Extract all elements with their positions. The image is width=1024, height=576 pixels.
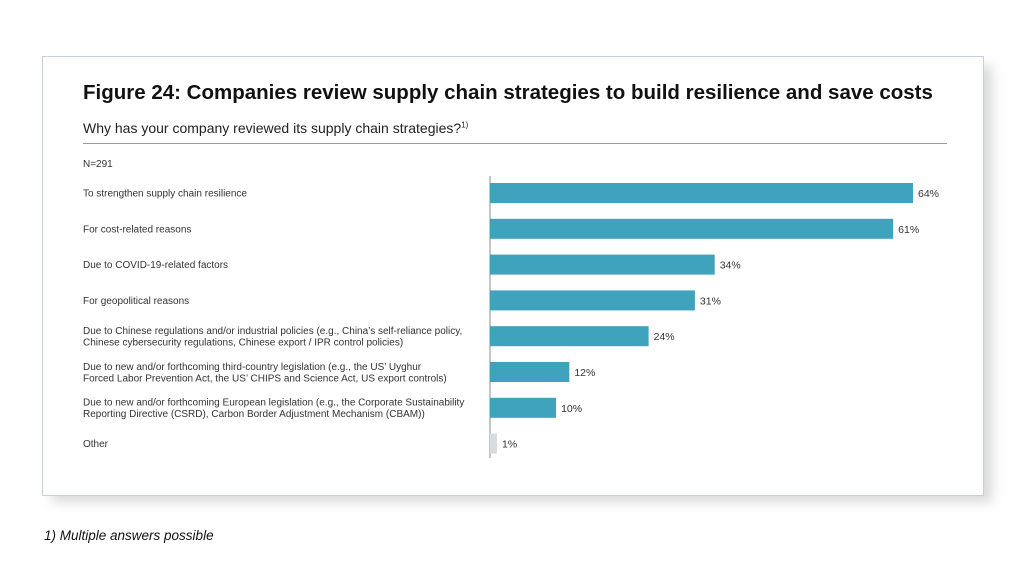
value-label-2: 61% <box>898 224 919 236</box>
bar-8 <box>490 433 497 454</box>
value-label-3: 34% <box>720 260 741 272</box>
category-label-4-line-1: For geopolitical reasons <box>83 296 189 307</box>
subtitle-text: Why has your company reviewed its supply… <box>83 120 462 136</box>
bar-7 <box>490 397 557 418</box>
category-label-1-line-1: To strengthen supply chain resilience <box>83 189 247 200</box>
figure-title: Figure 24: Companies review supply chain… <box>83 81 933 104</box>
bar-3 <box>490 254 715 275</box>
category-label-5-line-1: Due to Chinese regulations and/or indust… <box>83 326 462 337</box>
category-label-7-line-1: Due to new and/or forthcoming European l… <box>83 398 464 409</box>
category-label-2-line-1: For cost-related reasons <box>83 224 191 235</box>
figure-card: Figure 24: Companies review supply chain… <box>42 56 984 496</box>
bar-1 <box>490 183 913 203</box>
footnote: 1) Multiple answers possible <box>44 528 214 543</box>
category-label-7-line-2: Reporting Directive (CSRD), Carbon Borde… <box>83 409 425 420</box>
value-label-5: 24% <box>654 331 675 343</box>
category-label-8-line-1: Other <box>83 439 109 450</box>
title-divider <box>83 143 947 144</box>
bar-4 <box>490 290 695 311</box>
value-label-6: 12% <box>574 367 595 379</box>
category-label-3-line-1: Due to COVID-19-related factors <box>83 260 228 271</box>
bar-6 <box>490 362 570 382</box>
value-label-4: 31% <box>700 295 721 307</box>
figure-subtitle: Why has your company reviewed its supply… <box>83 120 468 136</box>
value-label-1: 64% <box>918 188 939 200</box>
value-label-8: 1% <box>502 439 517 451</box>
subtitle-note: 1) <box>461 120 469 130</box>
bar-2 <box>490 218 894 239</box>
category-label-5-line-2: Chinese cybersecurity regulations, Chine… <box>83 337 403 348</box>
value-label-7: 10% <box>561 403 582 415</box>
category-label-6-line-2: Forced Labor Prevention Act, the US’ CHI… <box>83 373 447 384</box>
bar-5 <box>490 326 649 347</box>
sample-size: N=291 <box>83 159 113 170</box>
category-label-6-line-1: Due to new and/or forthcoming third-coun… <box>83 362 422 373</box>
